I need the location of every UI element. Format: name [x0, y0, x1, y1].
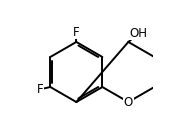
Text: OH: OH — [130, 27, 148, 40]
Text: F: F — [37, 83, 43, 96]
Text: O: O — [124, 96, 133, 109]
Text: F: F — [73, 26, 80, 39]
